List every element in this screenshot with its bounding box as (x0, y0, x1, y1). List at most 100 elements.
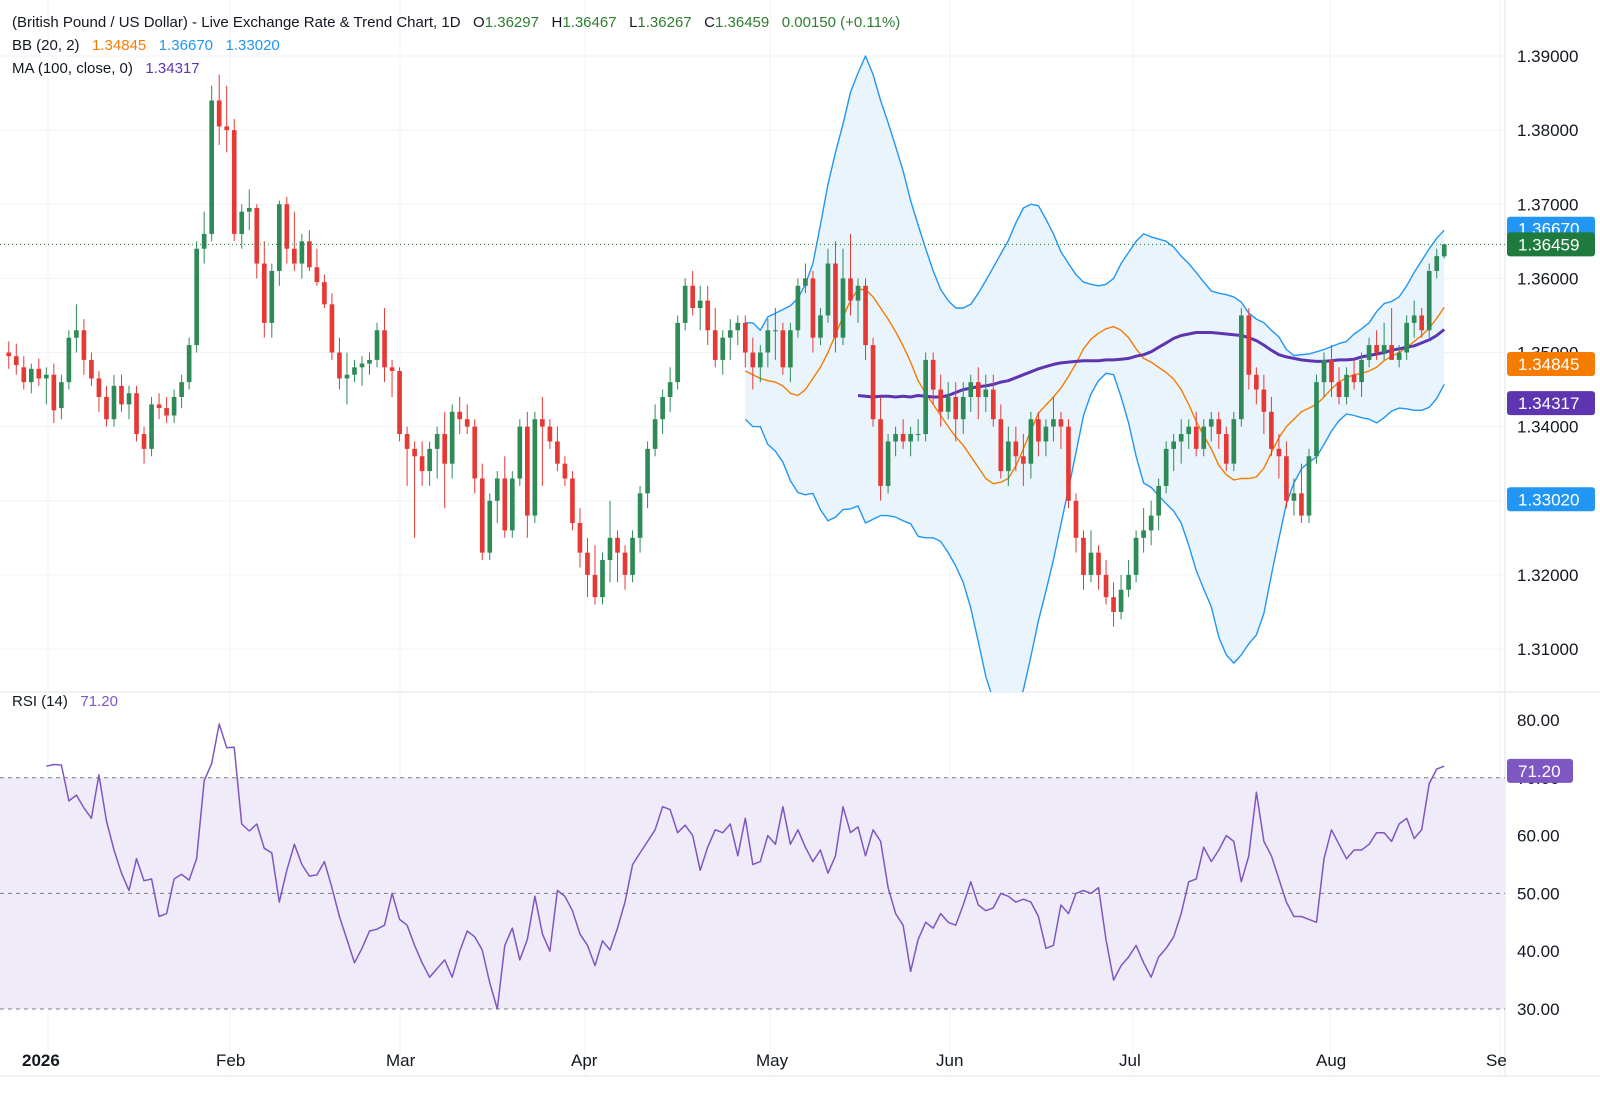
chart-legend-header: (British Pound / US Dollar) - Live Excha… (12, 13, 900, 33)
candle-body (337, 352, 342, 379)
candle-body (1058, 419, 1064, 427)
candle-body (1051, 419, 1056, 427)
candle-body (712, 330, 718, 360)
candle-body (840, 278, 846, 338)
candle-body (1366, 345, 1372, 360)
price-tag-text: 1.34317 (1518, 394, 1579, 413)
candle-body (44, 374, 49, 379)
ma-legend[interactable]: MA (100, close, 0) 1.34317 (12, 59, 200, 79)
candle-body (727, 330, 733, 338)
candle-body (773, 330, 778, 332)
candle-body (675, 322, 680, 383)
rsi-legend[interactable]: RSI (14) 71.20 (12, 692, 118, 712)
change-value: 0.00150 (+0.11%) (781, 14, 901, 31)
candle-body (915, 434, 921, 436)
candle-body (1314, 382, 1319, 457)
candlestick-series (6, 74, 1447, 627)
candle-body (284, 204, 290, 249)
time-tick-label: May (756, 1051, 789, 1070)
price-tag-text: 1.33020 (1518, 490, 1579, 509)
candle-body (878, 419, 883, 486)
candle-body (201, 233, 207, 249)
candle-body (261, 263, 267, 323)
candle-body (615, 537, 620, 553)
candle-body (1148, 515, 1154, 531)
candle-body (1284, 456, 1289, 501)
candle-body (923, 359, 928, 435)
bollinger-lower-line (744, 372, 1445, 692)
candle-body (1344, 374, 1349, 397)
candle-body (818, 315, 823, 338)
candle-body (975, 382, 981, 397)
candle-body (788, 330, 793, 368)
rsi-label: RSI (14) (12, 693, 68, 710)
bollinger-legend[interactable]: BB (20, 2) 1.34845 1.36670 1.33020 (12, 36, 280, 56)
candle-body (1411, 315, 1417, 323)
candle-body (1231, 419, 1237, 464)
candle-body (1254, 374, 1259, 390)
candle-body (968, 382, 974, 397)
candle-body (983, 389, 989, 397)
rsi-tick-label: 30.00 (1517, 1000, 1560, 1019)
candle-body (1336, 382, 1342, 397)
candle-body (1291, 493, 1297, 501)
candle-body (1321, 359, 1327, 383)
candle-body (1201, 426, 1207, 449)
candle-body (81, 330, 87, 360)
candle-body (735, 322, 741, 331)
candle-body (1178, 434, 1184, 442)
candle-body (74, 330, 79, 338)
candle-body (397, 371, 402, 435)
time-tick-label: Jul (1119, 1051, 1141, 1070)
candle-body (645, 448, 650, 494)
candle-body (780, 330, 786, 368)
candle-body (945, 396, 951, 412)
candle-body (705, 300, 711, 331)
candle-body (224, 126, 230, 131)
rsi-line (46, 723, 1445, 1010)
candle-body (1351, 374, 1357, 383)
price-tick-label: 1.38000 (1517, 121, 1578, 140)
rsi-value: 71.20 (80, 693, 118, 710)
candle-body (479, 478, 485, 553)
candle-body (1103, 574, 1109, 598)
candle-body (990, 389, 996, 420)
candle-body (104, 396, 109, 420)
price-tick-label: 1.37000 (1517, 195, 1578, 214)
candle-body (1426, 270, 1432, 331)
time-tick-label: 2026 (22, 1051, 60, 1070)
candle-body (577, 522, 583, 553)
candle-body (314, 267, 320, 283)
price-axis-tag: 1.33020 (1507, 487, 1595, 512)
rsi-axis-tag: 71.20 (1507, 758, 1573, 783)
time-tick-label: Mar (386, 1051, 416, 1070)
candle-body (209, 100, 215, 234)
candle-body (412, 448, 417, 457)
bb-upper-value: 1.36670 (158, 37, 214, 54)
open-value: 1.36297 (484, 14, 539, 31)
candle-body (472, 426, 478, 479)
price-tag-background (1507, 391, 1595, 416)
candle-body (141, 434, 147, 449)
candle-body (179, 382, 184, 397)
ma-value: 1.34317 (145, 60, 200, 77)
candle-body (367, 359, 372, 364)
candle-body (1381, 345, 1387, 353)
time-tick-label: Aug (1316, 1051, 1346, 1070)
candle-body (690, 285, 696, 309)
candle-body (630, 537, 635, 575)
candle-body (1043, 426, 1049, 442)
close-value: 1.36459 (715, 14, 770, 31)
price-tick-label: 1.39000 (1517, 47, 1578, 66)
candle-body (1299, 493, 1304, 516)
candle-body (389, 367, 395, 372)
candle-body (885, 441, 891, 486)
low-label: L (629, 14, 638, 31)
candle-body (1133, 537, 1139, 575)
candle-body (509, 478, 515, 531)
candle-body (1156, 485, 1161, 516)
candle-body (1111, 597, 1116, 612)
candle-body (231, 130, 237, 234)
